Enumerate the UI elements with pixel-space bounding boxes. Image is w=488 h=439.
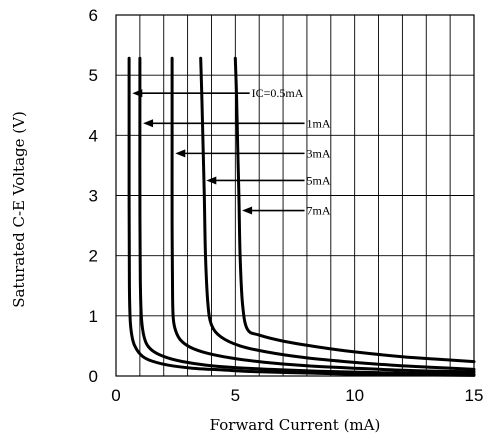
x-ticks: 0 5 10 15 (111, 386, 483, 405)
x-tick-label: 15 (465, 386, 484, 405)
series-line-4 (199, 56, 476, 371)
series-line-1 (127, 56, 476, 377)
plot-frame (115, 14, 475, 377)
x-tick-label: 5 (231, 386, 240, 405)
y-tick-label: 0 (89, 367, 98, 386)
x-tick-label: 0 (111, 386, 120, 405)
arrow-head-icon (143, 119, 154, 128)
annotation-label: 5mA (307, 173, 331, 187)
x-tick-label: 10 (345, 386, 364, 405)
annotations: IC=0.5mA 1mA 3mA 5mA 7mA (132, 86, 331, 218)
y-tick-label: 2 (89, 247, 98, 266)
y-axis-label: Saturated C-E Voltage (V) (10, 111, 28, 308)
y-tick-label: 1 (89, 307, 98, 326)
y-ticks: 0 1 2 3 4 5 6 (89, 6, 98, 386)
series-group (127, 56, 476, 377)
series-line-3 (170, 56, 476, 374)
annotation-label: 1mA (307, 116, 331, 130)
y-tick-label: 3 (89, 187, 98, 206)
arrow-head-icon (132, 89, 143, 98)
y-tick-label: 6 (89, 6, 98, 25)
series-line-5 (233, 56, 476, 364)
arrow-head-icon (206, 176, 217, 185)
annotation-label: IC=0.5mA (252, 86, 304, 100)
arrow-head-icon (175, 149, 186, 158)
arrow-head-icon (242, 206, 253, 215)
x-axis-label: Forward Current (mA) (210, 416, 381, 434)
annotation-label: 7mA (307, 204, 331, 218)
y-tick-label: 4 (89, 126, 98, 145)
grid (116, 15, 474, 376)
annotation-label: 3mA (307, 146, 331, 160)
series-line-2 (138, 56, 476, 376)
y-tick-label: 5 (89, 66, 98, 85)
